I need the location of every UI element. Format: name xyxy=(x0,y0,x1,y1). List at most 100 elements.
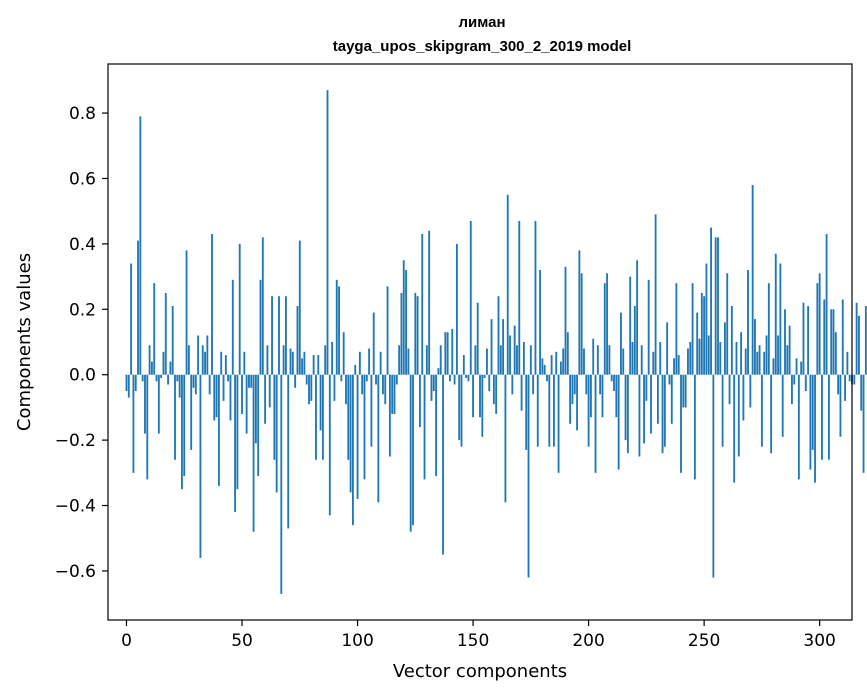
bar xyxy=(844,374,846,401)
bar xyxy=(213,374,216,421)
bar xyxy=(707,335,710,375)
bar xyxy=(215,374,218,418)
bar xyxy=(559,361,562,375)
bar xyxy=(513,325,516,375)
bar xyxy=(804,374,807,392)
bar xyxy=(481,374,484,437)
plot-frame xyxy=(107,63,853,621)
bar xyxy=(640,345,643,375)
bar xyxy=(529,345,532,375)
bar xyxy=(578,250,581,375)
bar xyxy=(615,374,618,418)
y-tick-label: 0.0 xyxy=(69,366,96,386)
bar xyxy=(754,319,756,375)
y-tick-label: −0.4 xyxy=(55,497,96,517)
bar xyxy=(455,243,458,375)
bar xyxy=(423,374,426,480)
bar xyxy=(139,116,142,375)
bar xyxy=(412,374,414,526)
bar xyxy=(548,374,551,447)
bar xyxy=(797,374,800,480)
bar xyxy=(747,270,749,375)
x-tick-label: 200 xyxy=(572,631,604,651)
bar xyxy=(181,374,183,490)
bar xyxy=(363,374,366,480)
bar xyxy=(737,374,740,457)
bar xyxy=(421,234,424,375)
bar xyxy=(264,374,267,424)
bar xyxy=(564,266,567,375)
bar xyxy=(825,234,828,375)
bar xyxy=(488,374,491,392)
bar xyxy=(860,374,863,411)
bar xyxy=(278,296,280,375)
bar xyxy=(751,185,754,375)
bar xyxy=(395,374,398,385)
bar xyxy=(795,358,798,375)
bar xyxy=(827,374,830,460)
bar xyxy=(800,361,803,375)
bar xyxy=(541,358,544,375)
bar xyxy=(211,234,213,375)
bar xyxy=(518,220,521,375)
y-tick-label: 0.6 xyxy=(69,169,96,189)
bar xyxy=(774,253,777,375)
bar xyxy=(442,374,444,555)
bar xyxy=(520,374,523,411)
bar xyxy=(781,374,784,437)
bar xyxy=(626,374,629,454)
bar xyxy=(661,374,664,454)
bar xyxy=(610,374,613,382)
bar xyxy=(823,299,826,375)
bar xyxy=(566,332,569,375)
bar xyxy=(178,374,181,398)
bar xyxy=(185,250,188,375)
bar xyxy=(807,306,810,375)
bar xyxy=(238,243,241,375)
bar xyxy=(199,374,202,558)
bar xyxy=(788,325,791,375)
bar xyxy=(740,332,743,375)
bar xyxy=(571,374,574,405)
bar xyxy=(583,348,585,375)
bar xyxy=(652,351,655,375)
bar xyxy=(458,374,461,441)
bar xyxy=(749,374,752,408)
bar xyxy=(370,374,373,447)
bar xyxy=(522,342,525,375)
bar xyxy=(241,374,243,414)
bar xyxy=(832,309,835,375)
bars-group xyxy=(125,90,867,594)
bar xyxy=(268,374,271,408)
bar xyxy=(777,335,779,375)
bar xyxy=(164,292,167,375)
bar xyxy=(197,335,200,375)
bar xyxy=(204,351,206,375)
bar xyxy=(601,374,604,418)
y-tick-label: 0.8 xyxy=(69,104,96,124)
bar xyxy=(227,374,230,382)
bar xyxy=(127,374,130,398)
bar xyxy=(386,286,389,375)
bar xyxy=(659,342,662,375)
bar xyxy=(758,345,761,375)
bar xyxy=(201,345,204,375)
bar xyxy=(317,355,320,375)
bar xyxy=(340,374,343,382)
bar xyxy=(305,374,308,385)
bar xyxy=(543,364,546,375)
bar xyxy=(684,374,687,408)
bar xyxy=(416,296,419,375)
bar xyxy=(816,283,819,375)
bar xyxy=(243,351,246,375)
bar xyxy=(167,374,169,385)
bar xyxy=(862,374,865,473)
bar xyxy=(435,374,438,477)
x-tick-label: 0 xyxy=(121,631,132,651)
bar xyxy=(814,374,816,483)
bar xyxy=(472,374,474,418)
bar xyxy=(273,374,276,460)
bar xyxy=(130,263,133,375)
bar xyxy=(148,345,151,375)
